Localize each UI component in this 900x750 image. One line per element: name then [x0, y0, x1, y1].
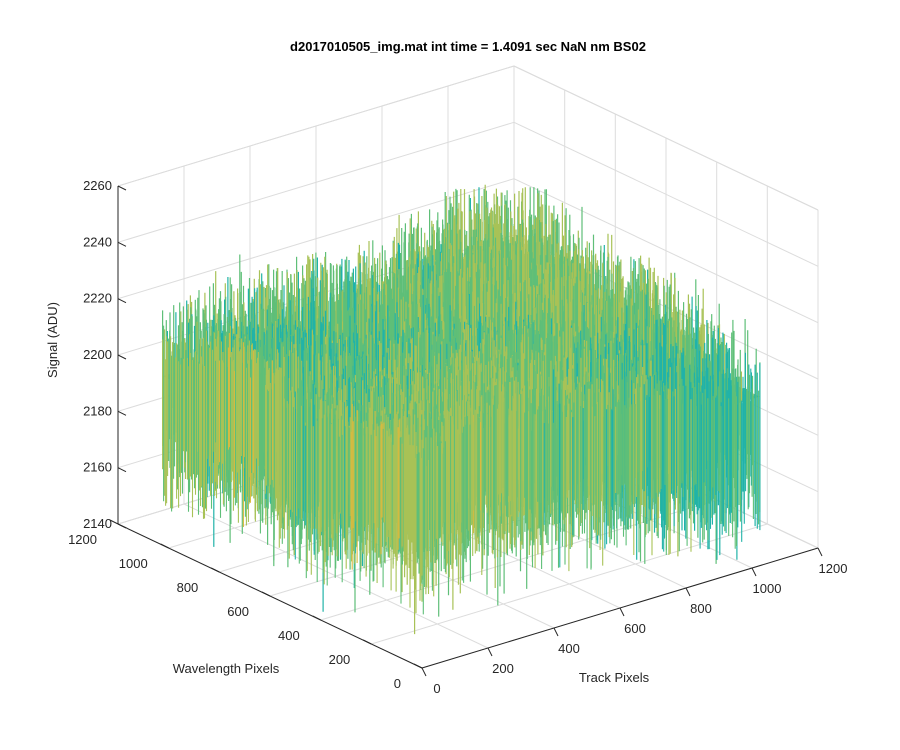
z-gridline-wall	[513, 178, 819, 324]
z-gridline-wall	[513, 121, 819, 267]
z-gridline-wall	[117, 178, 515, 300]
surface-plot	[162, 184, 761, 635]
z-gridline-wall	[117, 65, 515, 187]
z-gridline-wall	[513, 65, 819, 211]
y-gridline-floor	[371, 523, 768, 645]
z-gridline-wall	[117, 121, 515, 243]
